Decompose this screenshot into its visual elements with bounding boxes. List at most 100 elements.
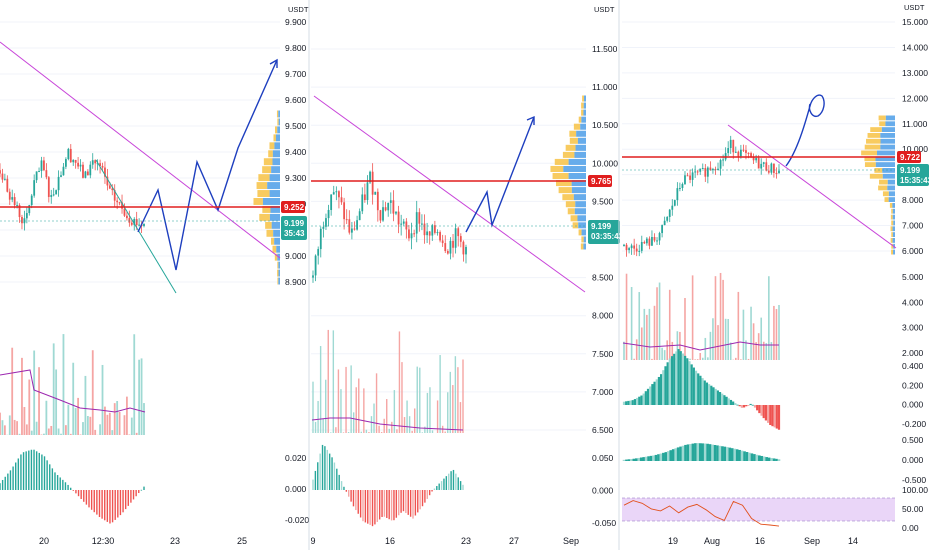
histogram-bar xyxy=(22,452,25,490)
histogram-bar xyxy=(440,481,443,490)
projection-drawing[interactable] xyxy=(785,94,825,167)
histogram-bar xyxy=(336,468,338,490)
volume-profile-bar xyxy=(885,121,895,127)
time-axis[interactable]: 19 Aug 16 Sep 14 xyxy=(668,536,858,546)
volume-profile-bar xyxy=(573,123,581,130)
histogram-bar xyxy=(25,451,27,490)
histogram-bar xyxy=(690,364,693,405)
candle-body xyxy=(656,240,658,242)
histogram-bar xyxy=(725,396,728,405)
last-price-label: 9.199 xyxy=(284,219,305,228)
volume-profile-bar xyxy=(565,144,576,151)
histogram-bar xyxy=(740,405,743,408)
candle-body xyxy=(405,221,408,230)
time-axis[interactable]: 9 16 23 27 Sep xyxy=(310,536,579,546)
histogram-bar xyxy=(647,456,650,461)
oscillator-pane xyxy=(0,449,145,524)
last-price-label: 9.199 xyxy=(591,222,612,231)
descending-trendline[interactable] xyxy=(0,41,281,259)
candle-body xyxy=(433,225,436,233)
volume-bar xyxy=(140,358,143,435)
candle-body xyxy=(314,255,317,276)
histogram-bar xyxy=(735,449,739,461)
projection-drawing[interactable] xyxy=(137,59,278,271)
chart-panel-3[interactable]: 15.00014.00013.00012.00011.00010.0009.00… xyxy=(622,3,932,546)
volume-profile-bar xyxy=(276,110,279,118)
histogram-bar xyxy=(718,392,722,405)
descending-trendline[interactable] xyxy=(313,95,586,293)
volume-profile-bar xyxy=(875,162,895,167)
histogram-bar xyxy=(83,490,85,502)
histogram-bar xyxy=(644,456,648,461)
axis-tick-label: 9.700 xyxy=(285,69,307,79)
candle-body xyxy=(395,211,397,214)
volume-bar xyxy=(84,375,87,435)
histogram-bar xyxy=(655,379,658,405)
volume-profile-bar xyxy=(879,179,888,185)
axis-tick-label: -0.500 xyxy=(902,475,926,485)
volume-profile-bar xyxy=(558,187,572,194)
volume-profile-bar xyxy=(879,121,886,127)
volume-profile-bar xyxy=(276,245,280,253)
x-tick-label: 23 xyxy=(170,536,180,546)
volume-profile-bar xyxy=(867,133,881,138)
histogram-bar xyxy=(698,443,702,461)
histogram-bar xyxy=(675,351,678,405)
candle-body xyxy=(332,192,335,195)
volume-bar xyxy=(444,431,446,433)
volume-bar xyxy=(416,366,418,433)
histogram-bar xyxy=(455,473,457,490)
histogram-bar xyxy=(668,358,671,405)
inner-trendline[interactable] xyxy=(95,159,177,294)
candle-body xyxy=(118,202,121,204)
volume-profile-bar xyxy=(888,191,895,197)
volume-bar xyxy=(671,341,674,360)
histogram-bar xyxy=(676,447,680,461)
histogram-bar xyxy=(400,490,402,513)
volume-bar xyxy=(648,308,651,360)
volume-bar xyxy=(679,331,681,360)
descending-trendline[interactable] xyxy=(727,124,897,249)
price-grid xyxy=(311,48,586,431)
volume-profile-bar xyxy=(259,213,270,221)
oscillator-pane xyxy=(312,444,464,527)
volume-bar xyxy=(3,425,6,435)
candle-body xyxy=(686,175,689,177)
projection-drawing[interactable] xyxy=(465,116,535,233)
histogram-bar xyxy=(681,445,685,461)
volume-bar xyxy=(101,364,104,435)
volume-bar xyxy=(623,341,625,360)
time-axis[interactable]: 20 12:30 23 25 xyxy=(39,536,247,546)
volume-bar xyxy=(666,340,668,360)
chart-panel-2[interactable]: 11.50011.00010.50010.0009.5009.0008.5008… xyxy=(310,5,623,546)
osc-axis: 0.020 0.000 -0.020 xyxy=(285,453,309,525)
volume-bar xyxy=(330,432,332,433)
histogram-bar xyxy=(35,451,38,490)
candle-body xyxy=(33,180,36,196)
x-tick-label: 25 xyxy=(237,536,247,546)
volume-profile-bar xyxy=(880,138,895,144)
histogram-bar xyxy=(77,490,80,497)
histogram-bar xyxy=(390,490,393,521)
volume-bar xyxy=(128,434,131,435)
candle-body xyxy=(317,249,320,256)
candle-body xyxy=(408,229,410,239)
histogram-bar xyxy=(85,490,88,505)
axis-tick-label: 0.00 xyxy=(902,523,919,533)
chart-panel-1[interactable]: 9.9009.8009.7009.6009.5009.4009.3009.200… xyxy=(0,5,309,546)
histogram-bar xyxy=(49,464,51,490)
candle-body xyxy=(696,171,699,173)
histogram-bar xyxy=(357,490,359,514)
axis-tick-label: 10.500 xyxy=(592,120,618,130)
candle-body xyxy=(143,223,145,227)
volume-bar xyxy=(345,366,347,433)
candle-body xyxy=(123,208,126,216)
candle-body xyxy=(348,219,351,233)
volume-bar xyxy=(317,400,319,433)
volume-bar xyxy=(762,341,765,360)
histogram-bar xyxy=(670,356,674,405)
volume-profile-bar xyxy=(269,190,280,197)
volume-bar xyxy=(770,342,773,360)
indicator-axes: 5.000 4.000 3.000 2.000 0.400 0.200 0.000 -0.20… xyxy=(902,272,928,533)
volume-profile xyxy=(550,95,586,250)
